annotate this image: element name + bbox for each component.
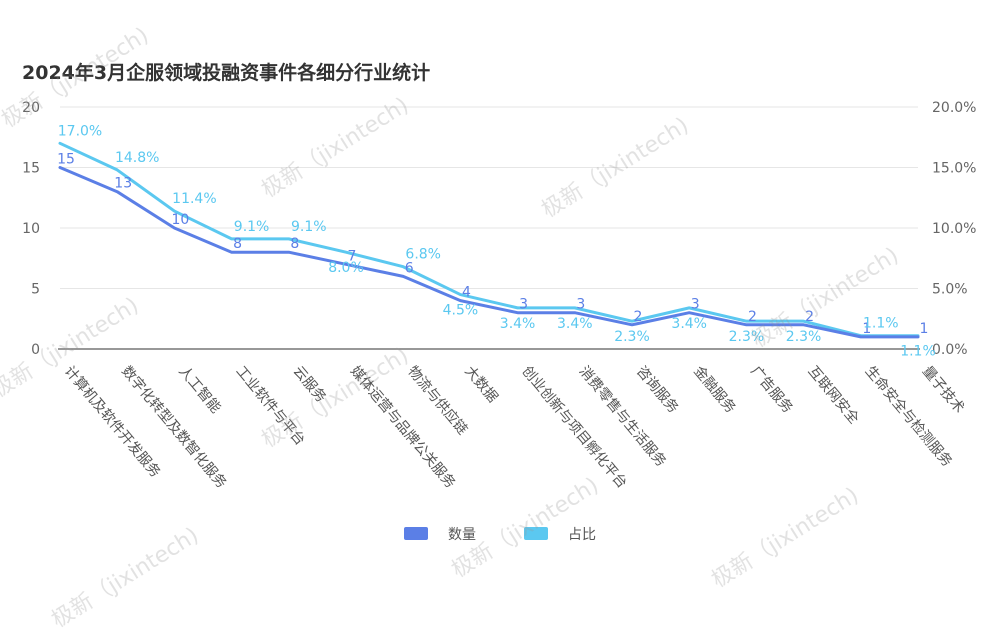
- legend-item-share[interactable]: 占比: [524, 527, 596, 543]
- legend-swatch: [404, 527, 428, 540]
- axes: 0 5 10 15 20 0.0% 5.0% 10.0% 15.0% 20.0% 计算机及软件开发服…: [22, 100, 976, 492]
- y-right-tick-label: 0.0%: [932, 342, 968, 358]
- x-tick-label: 互联网安全: [805, 363, 863, 428]
- data-label-count: 3: [576, 297, 585, 313]
- data-label-share: 2.3%: [614, 329, 650, 345]
- data-label-share: 3.4%: [500, 316, 536, 332]
- data-label-share: 3.4%: [557, 316, 593, 332]
- data-label-share: 1.1%: [900, 344, 936, 360]
- legend: 数量 占比: [404, 527, 596, 543]
- y-right-tick-label: 5.0%: [932, 282, 968, 298]
- data-label-count: 6: [405, 260, 414, 276]
- data-label-count: 8: [233, 236, 242, 252]
- data-labels: 15 13 10 8 8 7 6 4 3 3 2 3 2 2 1 1 17.0% 14.8% 11.4% 9.1% 9.…: [57, 123, 936, 359]
- y-left-tick-label: 10: [22, 221, 40, 237]
- y-left-tick-label: 15: [22, 161, 40, 177]
- data-label-count: 13: [114, 176, 132, 192]
- data-label-share: 9.1%: [291, 219, 327, 235]
- x-tick-label: 量子技术: [919, 363, 967, 416]
- data-label-count: 1: [862, 321, 871, 337]
- series-line-占比: [58, 141, 920, 338]
- data-label-share: 2.3%: [786, 329, 822, 345]
- data-label-share: 8.0%: [328, 260, 364, 276]
- y-left-tick-label: 20: [22, 100, 40, 116]
- data-label-count: 15: [57, 152, 75, 168]
- data-label-share: 4.5%: [443, 303, 479, 319]
- data-label-share: 11.4%: [172, 191, 216, 207]
- data-label-count: 1: [920, 321, 929, 337]
- data-label-share: 2.3%: [729, 329, 765, 345]
- data-label-share: 6.8%: [405, 247, 441, 263]
- x-tick-label: 云服务: [290, 363, 329, 405]
- chart-container: 2024年3月企服领域投融资事件各细分行业统计 0 5 10 15 20 0.0% 5.0%…: [0, 23, 976, 633]
- series-line-数量: [58, 166, 920, 339]
- x-tick-label: 咨询服务: [633, 363, 681, 416]
- data-label-count: 3: [519, 297, 528, 313]
- x-tick-label: 媒体运营与品牌公关服务: [347, 363, 459, 492]
- legend-item-count[interactable]: 数量: [404, 527, 476, 543]
- data-label-share: 1.1%: [863, 316, 899, 332]
- series: [58, 141, 920, 339]
- y-left-tick-label: 5: [31, 282, 40, 298]
- data-label-count: 3: [691, 297, 700, 313]
- gridlines: [60, 106, 918, 289]
- data-label-count: 10: [171, 212, 189, 228]
- data-label-share: 3.4%: [671, 316, 707, 332]
- x-tick-label: 数字化转型及数智化服务: [118, 363, 229, 491]
- x-tick-label: 创业创新与项目孵化平台: [519, 363, 630, 491]
- legend-swatch: [524, 527, 548, 540]
- data-label-count: 4: [462, 285, 471, 301]
- line-chart: 2024年3月企服领域投融资事件各细分行业统计 0 5 10 15 20 0.0% 5.0%…: [22, 61, 976, 543]
- data-label-count: 7: [348, 248, 357, 264]
- data-label-share: 17.0%: [58, 123, 102, 139]
- x-tick-label: 广告服务: [747, 363, 795, 416]
- x-tick-label: 金融服务: [690, 363, 738, 416]
- data-label-share: 14.8%: [115, 150, 159, 166]
- data-label-count: 2: [634, 309, 643, 325]
- x-tick-label: 物流与供应链: [404, 363, 471, 438]
- x-tick-label: 人工智能: [175, 363, 223, 416]
- y-left-tick-label: 0: [31, 342, 40, 358]
- y-right-tick-label: 20.0%: [932, 100, 976, 116]
- legend-label: 占比: [568, 527, 596, 543]
- x-tick-label: 计算机及软件开发服务: [61, 363, 163, 481]
- data-label-count: 2: [748, 309, 757, 325]
- y-right-tick-label: 15.0%: [932, 161, 976, 177]
- x-tick-label: 大数据: [461, 363, 500, 405]
- data-label-share: 9.1%: [234, 219, 270, 235]
- legend-label: 数量: [448, 527, 476, 543]
- chart-title: 2024年3月企服领域投融资事件各细分行业统计: [22, 61, 430, 84]
- y-right-tick-label: 10.0%: [932, 221, 976, 237]
- data-label-count: 8: [290, 236, 299, 252]
- data-label-count: 2: [805, 309, 814, 325]
